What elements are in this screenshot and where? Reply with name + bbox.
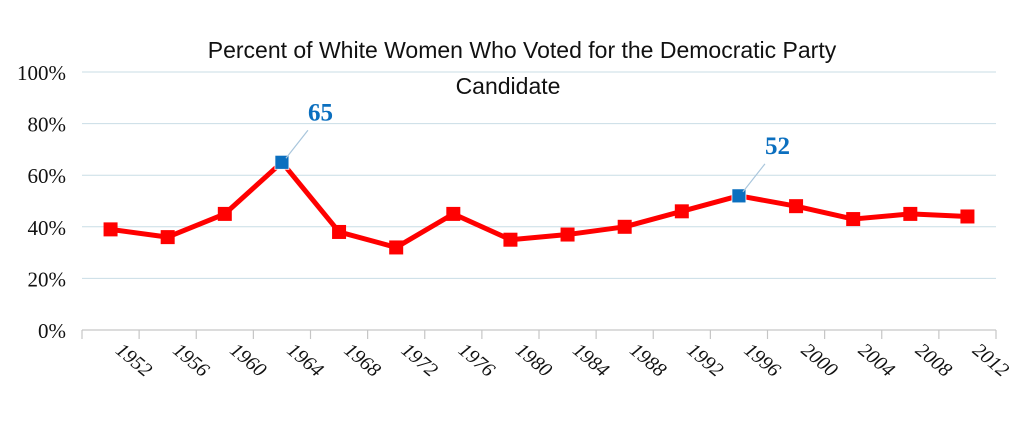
data-point-1996 [731,188,747,204]
x-tick-label: 1972 [397,339,442,382]
x-tick-label: 1952 [111,339,156,382]
x-tick-label: 1964 [283,339,328,382]
chart-title-line-1: Percent of White Women Who Voted for the… [208,37,837,63]
data-point-1968 [332,224,347,239]
x-tick-label: 1968 [340,339,385,382]
data-point-1988 [617,219,632,234]
x-tick-label: 2012 [968,339,1013,382]
data-point-2004 [846,212,861,227]
data-point-1956 [160,230,175,245]
data-label-1964: 65 [308,99,333,126]
y-axis-ticks: 0% 20% 40% 60% 80% 100% [17,61,66,343]
x-tick-label: 1980 [511,339,556,382]
data-point-1980 [503,232,518,247]
annotation-leader-line [742,163,766,193]
y-tick-label: 40% [28,216,67,240]
data-point-1972 [389,240,404,255]
y-tick-label: 60% [28,164,67,188]
y-tick-label: 20% [28,267,67,291]
annotation-leader-line [285,129,309,159]
data-point-2008 [903,206,918,221]
y-tick-label: 0% [38,319,66,343]
data-point-1976 [446,206,461,221]
data-point-1960 [217,206,232,221]
data-point-2012 [960,209,975,224]
data-point-1964 [274,154,290,170]
x-tick-label: 1988 [625,339,670,382]
data-series [103,154,975,255]
x-tick-label: 1992 [683,339,728,382]
data-point-2000 [789,199,804,214]
x-tick-label: 1984 [568,339,613,382]
y-tick-label: 80% [28,113,67,137]
data-point-1952 [103,222,118,237]
data-point-1984 [560,227,575,242]
data-label-1996: 52 [765,133,790,160]
x-tick-label: 1956 [168,339,213,382]
x-axis-ticks: 1952 1956 1960 1964 1968 1972 1976 1980 1984 1988… [81,330,1013,382]
data-annotations: 65 52 [285,99,790,193]
x-tick-label: 2000 [797,339,842,382]
gridlines [82,71,996,331]
x-tick-label: 1976 [454,339,499,382]
x-tick-label: 2008 [911,339,956,382]
chart-title-line-2: Candidate [456,73,561,99]
x-tick-label: 1996 [740,339,785,382]
x-tick-label: 1960 [226,339,271,382]
series-line [110,159,968,250]
y-tick-label: 100% [17,61,66,85]
x-tick-label: 2004 [854,339,899,382]
data-point-1992 [674,204,689,219]
